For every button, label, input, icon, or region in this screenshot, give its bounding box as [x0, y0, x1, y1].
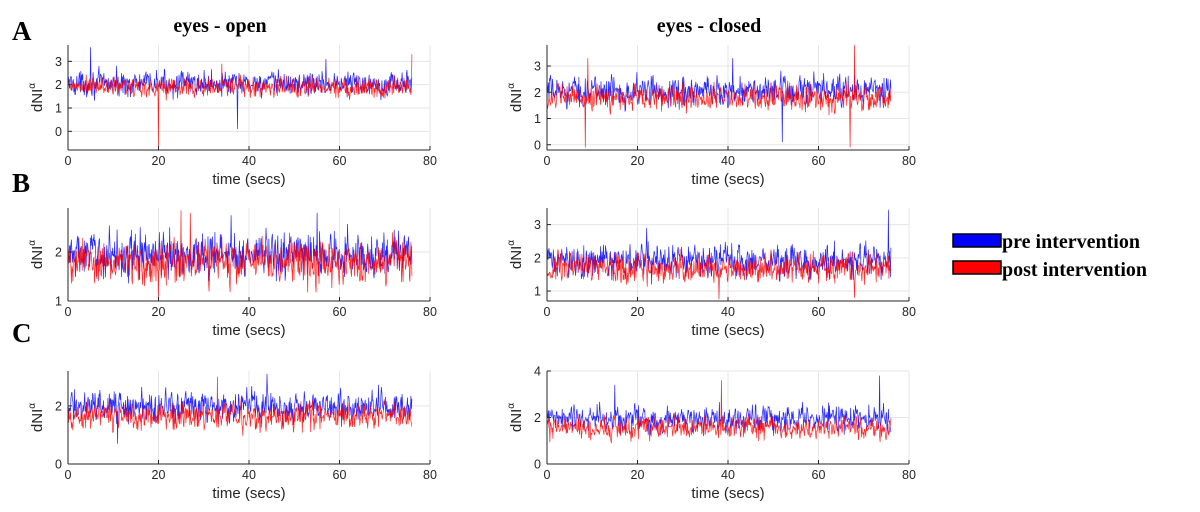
- y-tick-label: 0: [55, 125, 62, 139]
- legend-label-pre: pre intervention: [1002, 231, 1140, 253]
- x-tick-label: 60: [812, 305, 826, 319]
- x-tick-label: 0: [544, 468, 551, 482]
- x-tick-label: 80: [902, 305, 916, 319]
- x-tick-label: 40: [242, 468, 256, 482]
- x-tick-label: 20: [631, 154, 645, 168]
- panel-B-closed: 0 20 40 60 80 1 2 3 time (secs) dNIα: [506, 208, 916, 339]
- x-tick-label: 0: [544, 154, 551, 168]
- y-tick-label: 2: [534, 251, 541, 265]
- x-axis-label: time (secs): [691, 485, 764, 502]
- x-tick-label: 80: [423, 154, 437, 168]
- panel-letter-c: C: [12, 318, 32, 348]
- y-axis-label: dNIα: [506, 240, 525, 269]
- y-tick-label: 0: [534, 458, 541, 472]
- x-axis-label: time (secs): [691, 171, 764, 188]
- x-tick-label: 80: [902, 154, 916, 168]
- series-line-post: [68, 376, 413, 436]
- y-tick-label: 0: [534, 138, 541, 152]
- x-axis-label: time (secs): [212, 171, 285, 188]
- y-tick-label: 3: [55, 55, 62, 69]
- panel-A-open: 0 20 40 60 80 0 1 2 3 time (secs) dNIα: [27, 45, 437, 188]
- y-tick-label: 4: [534, 365, 541, 379]
- y-tick-label: 2: [534, 86, 541, 100]
- legend-swatch-post: [952, 260, 1002, 275]
- y-tick-label: 2: [55, 246, 62, 260]
- panel-B-open: 0 20 40 60 80 1 2 time (secs) dNIα: [27, 208, 437, 339]
- panel-letter-a: A: [12, 16, 32, 46]
- x-tick-label: 40: [721, 305, 735, 319]
- panel-A-closed: 0 20 40 60 80 0 1 2 3 time (secs) dNIα: [506, 45, 916, 188]
- x-tick-label: 80: [423, 468, 437, 482]
- x-tick-label: 0: [65, 305, 72, 319]
- x-tick-label: 40: [721, 154, 735, 168]
- x-tick-label: 60: [812, 468, 826, 482]
- y-tick-label: 3: [534, 218, 541, 232]
- panel-C-open: 0 20 40 60 80 0 2 time (secs) dNIα: [27, 371, 437, 502]
- series-line-post: [547, 380, 892, 444]
- x-tick-label: 40: [242, 154, 256, 168]
- panel-letter-b: B: [12, 168, 30, 198]
- x-axis-label: time (secs): [691, 322, 764, 339]
- legend: pre intervention post intervention: [952, 231, 1147, 281]
- y-tick-label: 0: [55, 458, 62, 472]
- column-title-eyes-open: eyes - open: [173, 15, 266, 37]
- x-tick-label: 40: [721, 468, 735, 482]
- series-line-pre: [68, 373, 413, 444]
- y-tick-label: 2: [534, 411, 541, 425]
- legend-label-post: post intervention: [1002, 259, 1147, 281]
- series-line-post: [68, 210, 413, 299]
- y-tick-label: 2: [55, 399, 62, 413]
- x-tick-label: 60: [333, 154, 347, 168]
- series-line-pre: [547, 58, 892, 143]
- series-line-post: [547, 248, 892, 300]
- x-tick-label: 20: [152, 468, 166, 482]
- x-tick-label: 40: [242, 305, 256, 319]
- x-tick-label: 60: [333, 305, 347, 319]
- series-line-pre: [547, 209, 892, 285]
- x-tick-label: 20: [152, 154, 166, 168]
- x-tick-label: 60: [812, 154, 826, 168]
- y-tick-label: 1: [534, 285, 541, 299]
- x-tick-label: 0: [544, 305, 551, 319]
- y-axis-label: dNIα: [506, 83, 525, 112]
- y-axis-label: dNIα: [27, 83, 46, 112]
- y-tick-label: 3: [534, 60, 541, 74]
- x-tick-label: 20: [631, 305, 645, 319]
- series-line-post: [547, 45, 892, 148]
- y-tick-label: 1: [55, 295, 62, 309]
- x-tick-label: 20: [631, 468, 645, 482]
- y-axis-label: dNIα: [27, 403, 46, 432]
- column-title-eyes-closed: eyes - closed: [657, 15, 761, 37]
- y-axis-label: dNIα: [27, 240, 46, 269]
- panel-C-closed: 0 20 40 60 80 0 2 4 time (secs) dNIα: [506, 365, 916, 503]
- x-axis-label: time (secs): [212, 322, 285, 339]
- y-tick-label: 1: [55, 102, 62, 116]
- x-tick-label: 20: [152, 305, 166, 319]
- y-tick-label: 1: [534, 112, 541, 126]
- series-line-post: [68, 54, 413, 148]
- x-tick-label: 80: [423, 305, 437, 319]
- x-tick-label: 80: [902, 468, 916, 482]
- x-tick-label: 60: [333, 468, 347, 482]
- y-axis-label: dNIα: [506, 403, 525, 432]
- x-tick-label: 0: [65, 468, 72, 482]
- y-tick-label: 2: [55, 78, 62, 92]
- legend-swatch-pre: [952, 233, 1002, 248]
- x-tick-label: 0: [65, 154, 72, 168]
- x-axis-label: time (secs): [212, 485, 285, 502]
